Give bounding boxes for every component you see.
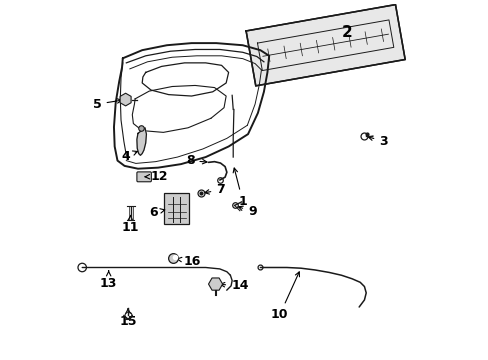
Text: 15: 15 [119,309,137,328]
Text: 3: 3 [367,135,387,148]
Text: 12: 12 [145,170,168,183]
FancyBboxPatch shape [137,172,151,182]
Text: 9: 9 [238,205,256,218]
Text: 8: 8 [185,154,206,167]
Text: 4: 4 [121,149,137,162]
Text: 14: 14 [220,279,248,292]
Text: 2: 2 [341,25,351,40]
Text: 5: 5 [93,98,122,111]
Text: 10: 10 [270,272,299,321]
Text: 7: 7 [204,183,224,196]
Text: 1: 1 [233,168,246,208]
Text: 6: 6 [149,206,164,219]
Polygon shape [137,128,146,155]
Text: 13: 13 [100,271,117,289]
Text: 11: 11 [121,215,138,234]
Text: 16: 16 [177,255,201,267]
Polygon shape [245,5,405,86]
Bar [164,193,189,224]
